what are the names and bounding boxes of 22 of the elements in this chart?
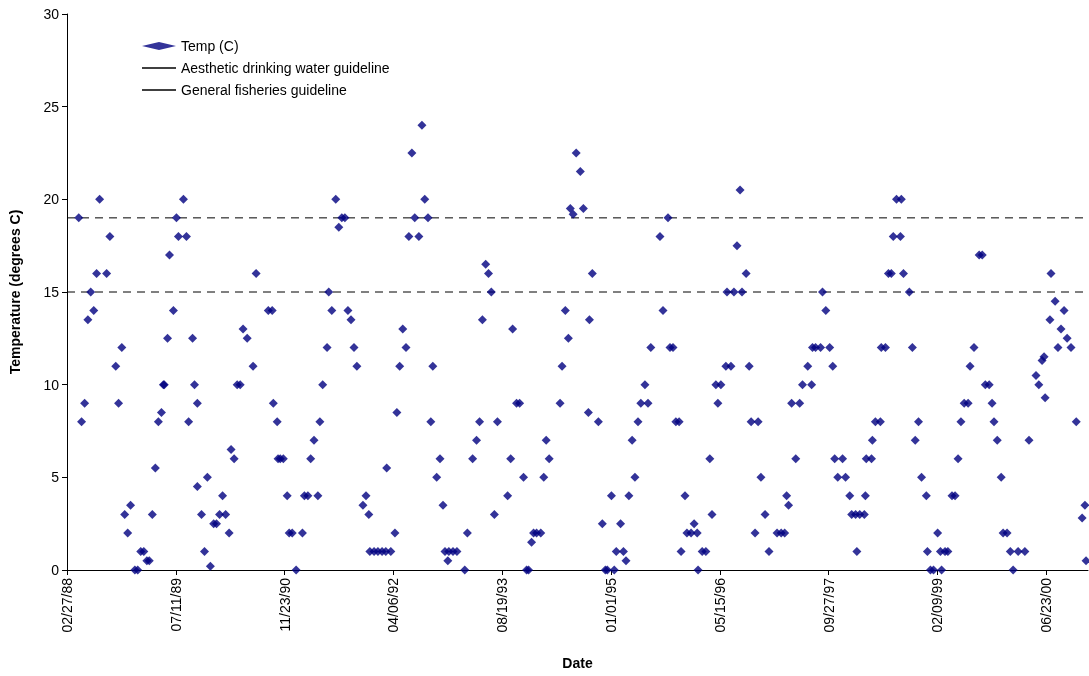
y-tick-label: 20 <box>43 191 60 208</box>
y-tick-label: 25 <box>43 98 60 115</box>
x-tick-label: 05/15/96 <box>711 577 728 633</box>
y-tick-label: 5 <box>51 469 60 486</box>
x-tick-label: 02/27/88 <box>59 577 75 633</box>
x-tick-label: 11/23/90 <box>276 577 293 632</box>
legend-label: General fisheries guideline <box>181 82 347 98</box>
x-tick-label: 02/09/99 <box>929 577 946 633</box>
y-tick-label: 30 <box>43 6 60 22</box>
y-tick-label: 15 <box>43 284 60 300</box>
x-axis-title: Date <box>562 655 593 671</box>
y-tick-label: 0 <box>51 562 60 578</box>
x-tick-label: 06/23/00 <box>1038 577 1055 633</box>
x-tick-label: 08/19/93 <box>494 577 511 633</box>
legend-label: Temp (C) <box>181 38 239 54</box>
x-tick-label: 09/27/97 <box>820 577 837 633</box>
x-tick-label: 01/01/95 <box>603 577 620 633</box>
y-tick-label: 10 <box>43 376 60 393</box>
y-axis-title: Temperature (degrees C) <box>7 209 23 375</box>
x-tick-label: 07/11/89 <box>167 577 184 632</box>
x-tick-label: 04/06/92 <box>385 577 402 633</box>
legend-label: Aesthetic drinking water guideline <box>181 60 390 76</box>
